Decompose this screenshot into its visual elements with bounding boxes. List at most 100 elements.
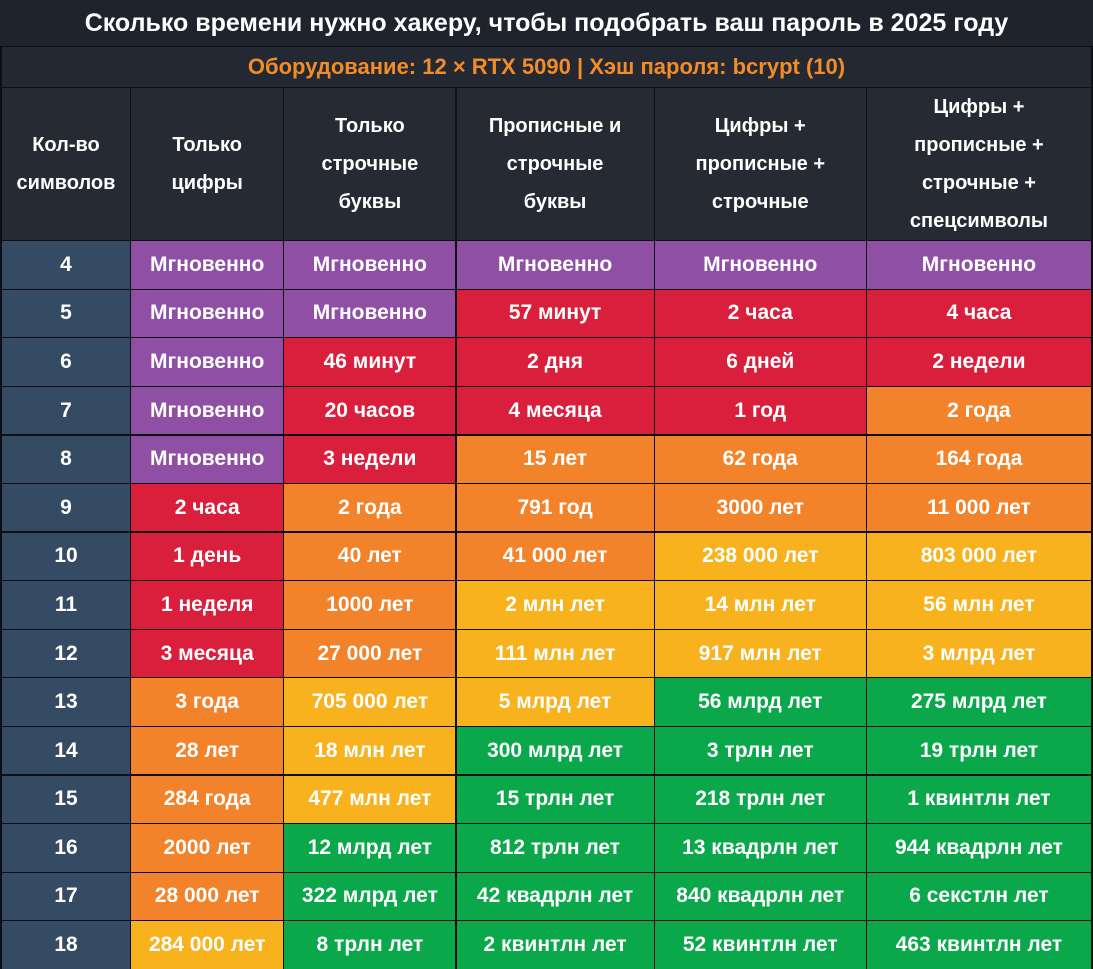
crack-time-cell: 18 млн лет xyxy=(284,726,456,775)
crack-time-cell: 52 квинтлн лет xyxy=(654,921,866,969)
crack-time-cell: 13 квадрлн лет xyxy=(654,824,866,872)
crack-time-cell: 2 года xyxy=(284,484,456,532)
crack-time-cell: 41 000 лет xyxy=(456,532,654,581)
crack-time-cell: 1 день xyxy=(131,532,284,581)
crack-time-cell: 6 дней xyxy=(654,338,866,386)
crack-time-cell: 28 лет xyxy=(131,726,284,775)
crack-time-cell: 477 млн лет xyxy=(284,775,456,823)
crack-time-cell: 2 года xyxy=(866,386,1091,435)
crack-time-cell: Мгновенно xyxy=(131,386,284,435)
crack-time-cell: 15 трлн лет xyxy=(456,775,654,823)
crack-time-cell: 42 квадрлн лет xyxy=(456,872,654,921)
crack-time-cell: 2 квинтлн лет xyxy=(456,921,654,969)
column-header-digits: Только цифры xyxy=(131,88,284,240)
crack-time-cell: 917 млн лет xyxy=(654,629,866,678)
header-line: символов xyxy=(16,172,116,194)
crack-time-cell: 284 000 лет xyxy=(131,921,284,969)
crack-time-cell: 19 трлн лет xyxy=(866,726,1091,775)
crack-time-cell: 218 трлн лет xyxy=(654,775,866,823)
crack-time-cell: 11 000 лет xyxy=(866,484,1091,532)
crack-time-cell: 3000 лет xyxy=(654,484,866,532)
row-header-length: 14 xyxy=(2,726,130,775)
crack-time-cell: 300 млрд лет xyxy=(456,726,654,775)
crack-time-cell: 6 секстлн лет xyxy=(866,872,1091,921)
header-line: Кол-во xyxy=(32,134,100,156)
header-line: Только xyxy=(172,134,242,156)
row-header-length: 12 xyxy=(2,629,130,678)
header-line: прописные + xyxy=(914,134,1044,156)
crack-time-cell: Мгновенно xyxy=(131,289,284,338)
row-header-length: 10 xyxy=(2,532,130,581)
crack-time-cell: 284 года xyxy=(131,775,284,823)
column-header-lowercase: Только строчные буквы xyxy=(284,88,456,240)
crack-time-cell: 3 трлн лет xyxy=(654,726,866,775)
header-line: Цифры + xyxy=(714,115,806,137)
crack-time-cell: 1 квинтлн лет xyxy=(866,775,1091,823)
page-subtitle: Оборудование: 12 × RTX 5090 | Хэш пароля… xyxy=(2,47,1091,87)
crack-time-cell: 56 млрд лет xyxy=(654,678,866,726)
crack-time-cell: 803 000 лет xyxy=(866,532,1091,581)
crack-time-cell: 3 года xyxy=(131,678,284,726)
crack-time-cell: Мгновенно xyxy=(284,241,456,289)
header-line: цифры xyxy=(171,172,243,194)
crack-time-cell: 1 неделя xyxy=(131,581,284,629)
crack-time-cell: 2 часа xyxy=(654,289,866,338)
header-line: строчные xyxy=(321,153,419,175)
row-header-length: 15 xyxy=(2,775,130,823)
crack-time-cell: 791 год xyxy=(456,484,654,532)
row-header-length: 18 xyxy=(2,921,130,969)
crack-time-cell: 5 млрд лет xyxy=(456,678,654,726)
header-line: буквы xyxy=(338,191,402,213)
column-header-length: Кол-во символов xyxy=(2,88,130,240)
crack-time-cell: 2 млн лет xyxy=(456,581,654,629)
crack-time-cell: 4 месяца xyxy=(456,386,654,435)
crack-time-cell: 8 трлн лет xyxy=(284,921,456,969)
crack-time-cell: Мгновенно xyxy=(131,338,284,386)
crack-time-cell: 27 000 лет xyxy=(284,629,456,678)
crack-time-cell: 20 часов xyxy=(284,386,456,435)
crack-time-cell: 812 трлн лет xyxy=(456,824,654,872)
crack-time-cell: 2000 лет xyxy=(131,824,284,872)
row-header-length: 7 xyxy=(2,386,130,435)
crack-time-cell: 62 года xyxy=(654,435,866,483)
header-line: прописные + xyxy=(695,153,826,175)
row-header-length: 9 xyxy=(2,484,130,532)
crack-time-cell: Мгновенно xyxy=(131,241,284,289)
crack-time-cell: 840 квадрлн лет xyxy=(654,872,866,921)
page-title: Сколько времени нужно хакеру, чтобы подо… xyxy=(0,0,1093,46)
crack-time-cell: Мгновенно xyxy=(456,241,654,289)
crack-time-cell: 111 млн лет xyxy=(456,629,654,678)
header-line: строчные xyxy=(506,153,604,175)
crack-time-cell: 3 месяца xyxy=(131,629,284,678)
crack-time-cell: 275 млрд лет xyxy=(866,678,1091,726)
row-header-length: 8 xyxy=(2,435,130,483)
crack-time-cell: 322 млрд лет xyxy=(284,872,456,921)
header-line: Прописные и xyxy=(488,115,622,137)
row-header-length: 17 xyxy=(2,872,130,921)
row-header-length: 5 xyxy=(2,289,130,338)
crack-time-cell: 3 недели xyxy=(284,435,456,483)
crack-time-cell: Мгновенно xyxy=(654,241,866,289)
crack-time-cell: 4 часа xyxy=(866,289,1091,338)
row-header-length: 4 xyxy=(2,241,130,289)
crack-time-cell: 1000 лет xyxy=(284,581,456,629)
crack-time-cell: 944 квадрлн лет xyxy=(866,824,1091,872)
column-header-all-symbols: Цифры + прописные + строчные + спецсимво… xyxy=(866,88,1091,240)
row-header-length: 13 xyxy=(2,678,130,726)
crack-time-cell: 46 минут xyxy=(284,338,456,386)
crack-time-cell: 2 недели xyxy=(866,338,1091,386)
crack-time-cell: 705 000 лет xyxy=(284,678,456,726)
crack-time-cell: Мгновенно xyxy=(284,289,456,338)
crack-time-cell: 14 млн лет xyxy=(654,581,866,629)
row-header-length: 6 xyxy=(2,338,130,386)
header-line: Цифры + xyxy=(933,96,1025,118)
crack-time-cell: 2 часа xyxy=(131,484,284,532)
header-line: Только xyxy=(335,115,405,137)
column-header-mixed-case: Прописные и строчные буквы xyxy=(456,88,654,240)
crack-time-cell: 40 лет xyxy=(284,532,456,581)
column-header-digits-mixed-case: Цифры + прописные + строчные xyxy=(654,88,866,240)
crack-time-cell: 463 квинтлн лет xyxy=(866,921,1091,969)
crack-time-cell: 238 000 лет xyxy=(654,532,866,581)
crack-time-cell: 15 лет xyxy=(456,435,654,483)
header-line: спецсимволы xyxy=(909,210,1048,232)
